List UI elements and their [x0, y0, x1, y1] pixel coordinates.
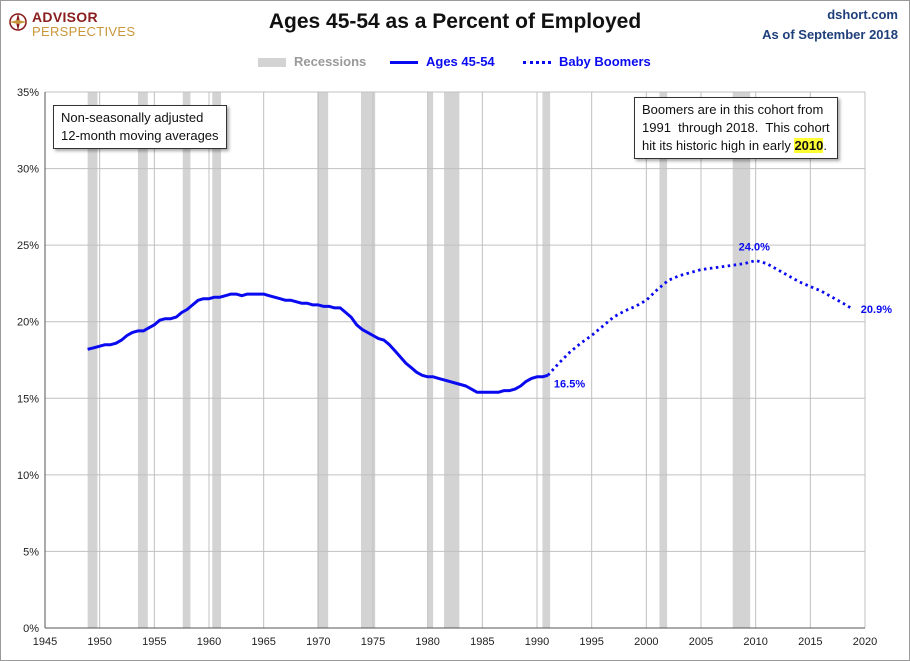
- note-right-line3: hit its historic high in early 2010.: [642, 137, 830, 155]
- note-right-highlight-year: 2010: [794, 138, 824, 153]
- x-tick-label: 1990: [525, 636, 549, 648]
- as-of-label: As of September 2018: [762, 27, 898, 42]
- compass-icon: [9, 13, 27, 31]
- legend-swatch-recessions: [258, 58, 286, 67]
- legend-label-boomers: Baby Boomers: [559, 54, 651, 69]
- y-tick-label: 15%: [17, 393, 39, 405]
- recession-band: [317, 92, 329, 628]
- note-right: Boomers are in this cohort from 1991 thr…: [634, 97, 838, 159]
- x-tick-label: 2010: [743, 636, 767, 648]
- y-tick-label: 10%: [17, 470, 39, 482]
- recession-band: [212, 92, 222, 628]
- y-tick-label: 5%: [23, 546, 39, 558]
- x-tick-label: 2000: [634, 636, 658, 648]
- recession-band: [87, 92, 98, 628]
- series-line-ages-45-54: [87, 292, 549, 394]
- data-label: 24.0%: [739, 241, 770, 253]
- y-tick-label: 25%: [17, 240, 39, 252]
- chart-title: Ages 45-54 as a Percent of Employed: [268, 10, 642, 33]
- logo-text-perspectives: PERSPECTIVES: [32, 24, 136, 39]
- data-label: 16.5%: [554, 378, 585, 390]
- x-tick-label: 1960: [197, 636, 221, 648]
- recession-band: [182, 92, 191, 628]
- note-left-line2: 12-month moving averages: [61, 128, 219, 143]
- x-tick-label: 1975: [361, 636, 385, 648]
- x-tick-label: 2005: [689, 636, 713, 648]
- legend-swatch-ages: [390, 61, 418, 64]
- recession-band: [542, 92, 551, 628]
- logo-text-advisor: ADVISOR: [32, 9, 98, 25]
- note-right-line3-end: .: [823, 138, 827, 153]
- y-tick-label: 0%: [23, 623, 39, 635]
- x-tick-label: 1950: [87, 636, 111, 648]
- recession-band: [444, 92, 460, 628]
- data-label: 20.9%: [861, 304, 892, 316]
- x-tick-label: 2020: [853, 636, 877, 648]
- x-tick-label: 1980: [415, 636, 439, 648]
- recession-band: [659, 92, 668, 628]
- series-line-baby-boomers: [546, 259, 852, 377]
- note-left: Non-seasonally adjusted 12-month moving …: [53, 105, 227, 149]
- legend-label-recessions: Recessions: [294, 54, 367, 69]
- note-right-line2: 1991 through 2018. This cohort: [642, 120, 830, 135]
- y-tick-label: 30%: [17, 164, 39, 176]
- x-tick-label: 1945: [33, 636, 57, 648]
- chart-legend: Recessions Ages 45-54 Baby Boomers: [0, 53, 910, 73]
- advisor-perspectives-logo: ADVISOR PERSPECTIVES: [8, 8, 148, 39]
- legend-swatch-boomers: [523, 61, 551, 64]
- note-right-line3-text: hit its historic high in early: [642, 138, 795, 153]
- x-tick-label: 1985: [470, 636, 494, 648]
- recession-band: [360, 92, 376, 628]
- y-tick-label: 20%: [17, 317, 39, 329]
- x-tick-label: 1955: [142, 636, 166, 648]
- x-tick-label: 1965: [251, 636, 275, 648]
- recession-band: [732, 92, 751, 628]
- recession-band: [137, 92, 148, 628]
- note-right-line1: Boomers are in this cohort from: [642, 102, 824, 117]
- source-label: dshort.com: [827, 7, 898, 22]
- legend-label-ages: Ages 45-54: [426, 54, 495, 69]
- note-left-line1: Non-seasonally adjusted: [61, 110, 204, 125]
- x-tick-label: 2015: [798, 636, 822, 648]
- recession-band: [427, 92, 434, 628]
- x-tick-label: 1995: [579, 636, 603, 648]
- y-tick-label: 35%: [17, 87, 39, 99]
- x-tick-label: 1970: [306, 636, 330, 648]
